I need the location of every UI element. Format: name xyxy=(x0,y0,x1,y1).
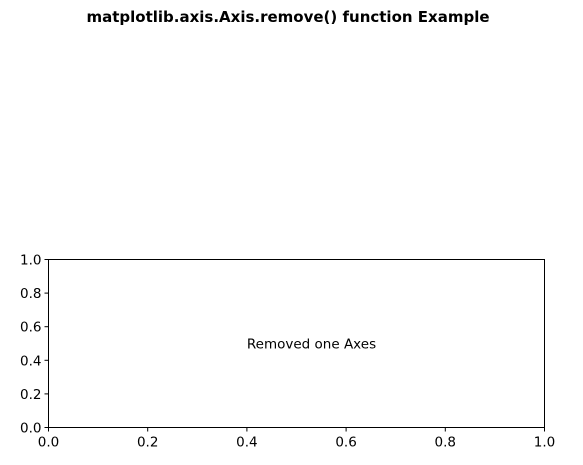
x-axis: 0.0 0.2 0.4 0.6 0.8 1.0 xyxy=(38,427,555,451)
chart-suptitle: matplotlib.axis.Axis.remove() function E… xyxy=(86,8,489,26)
y-tick-label: 0.6 xyxy=(20,320,41,336)
x-tick-label: 0.8 xyxy=(435,435,456,451)
y-tick-label: 0.4 xyxy=(20,353,41,369)
x-tick-label: 0.2 xyxy=(137,435,158,451)
x-tick-label: 0.4 xyxy=(236,435,257,451)
y-tick-label: 0.8 xyxy=(20,286,41,302)
x-tick-label: 1.0 xyxy=(534,435,555,451)
x-tick-label: 0.6 xyxy=(335,435,356,451)
annotation-text: Removed one Axes xyxy=(247,337,376,353)
axes: 0.0 0.2 0.4 0.6 0.8 1.0 0.0 0.2 0.4 0.6 0.8 1.0 Re… xyxy=(20,253,555,451)
annotations-layer: Removed one Axes xyxy=(247,337,376,353)
y-tick-label: 0.2 xyxy=(20,387,41,403)
x-tick-label: 0.0 xyxy=(38,435,59,451)
y-tick-label: 1.0 xyxy=(20,253,41,269)
y-tick-label: 0.0 xyxy=(20,421,41,437)
y-axis: 0.0 0.2 0.4 0.6 0.8 1.0 xyxy=(20,253,49,437)
axes-frame xyxy=(48,259,545,428)
